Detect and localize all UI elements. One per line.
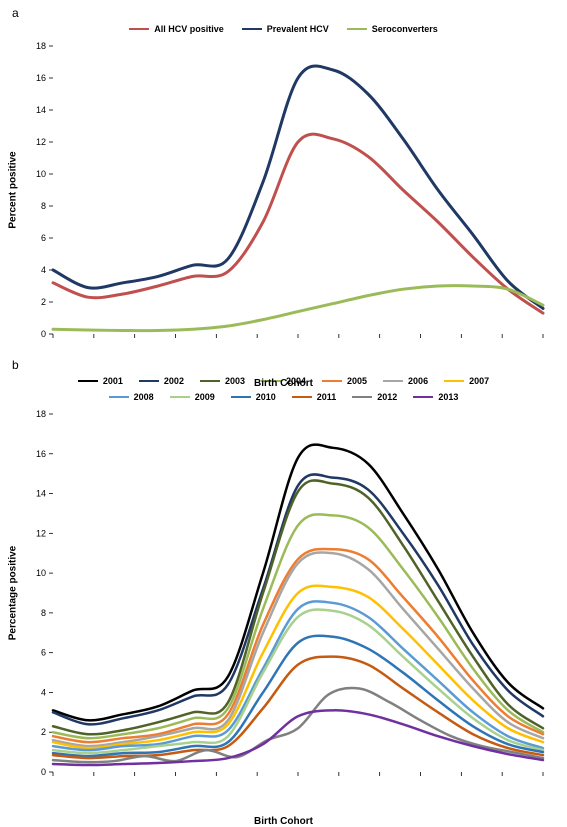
svg-text:16: 16 — [35, 449, 45, 459]
panel-a-svg: 024681012141618<19251925-19291930-193419… — [19, 40, 549, 340]
svg-text:18: 18 — [35, 409, 45, 419]
legend-item: Prevalent HCV — [242, 24, 329, 34]
legend-item: 2013 — [413, 392, 458, 402]
svg-text:6: 6 — [40, 233, 45, 243]
legend-item: Seroconverters — [347, 24, 438, 34]
legend-item: 2010 — [231, 392, 276, 402]
legend-swatch — [231, 396, 251, 398]
panel-a-legend: All HCV positive Prevalent HCV Seroconvert… — [44, 24, 524, 34]
svg-text:0: 0 — [40, 767, 45, 777]
panel-b-chart: Percentage positive 024681012141618<1925… — [19, 408, 549, 778]
legend-swatch — [347, 28, 367, 30]
panel-b-svg: 024681012141618<19251925-19291930-193419… — [19, 408, 549, 778]
legend-swatch — [129, 28, 149, 30]
panel-b-ylabel: Percentage positive — [7, 546, 18, 640]
svg-text:14: 14 — [35, 105, 45, 115]
series-line — [53, 66, 543, 308]
legend-swatch — [242, 28, 262, 30]
legend-item: 2008 — [109, 392, 154, 402]
legend-label: All HCV positive — [154, 24, 224, 34]
svg-text:12: 12 — [35, 528, 45, 538]
legend-label: Seroconverters — [372, 24, 438, 34]
svg-text:0: 0 — [40, 329, 45, 339]
legend-label: 2010 — [256, 392, 276, 402]
legend-label: 2011 — [317, 392, 337, 402]
svg-text:10: 10 — [35, 169, 45, 179]
legend-swatch — [170, 396, 190, 398]
legend-swatch — [413, 396, 433, 398]
legend-label: Prevalent HCV — [267, 24, 329, 34]
panel-a-xlabel: Birth Cohort — [19, 378, 549, 389]
series-line — [53, 474, 543, 724]
legend-item: All HCV positive — [129, 24, 224, 34]
legend-swatch — [109, 396, 129, 398]
svg-text:2: 2 — [40, 727, 45, 737]
legend-label: 2008 — [134, 392, 154, 402]
panel-a-ylabel: Percent positive — [7, 151, 18, 228]
legend-item: 2011 — [292, 392, 337, 402]
legend-item: 2009 — [170, 392, 215, 402]
svg-text:2: 2 — [40, 297, 45, 307]
legend-label: 2009 — [195, 392, 215, 402]
svg-text:4: 4 — [40, 265, 45, 275]
svg-text:4: 4 — [40, 687, 45, 697]
svg-text:10: 10 — [35, 568, 45, 578]
legend-label: 2012 — [377, 392, 397, 402]
svg-text:16: 16 — [35, 73, 45, 83]
panel-b-label: b — [12, 358, 559, 372]
panel-b-xlabel: Birth Cohort — [19, 816, 549, 827]
svg-text:18: 18 — [35, 41, 45, 51]
svg-text:8: 8 — [40, 201, 45, 211]
legend-swatch — [352, 396, 372, 398]
legend-item: 2012 — [352, 392, 397, 402]
svg-text:14: 14 — [35, 489, 45, 499]
svg-text:12: 12 — [35, 137, 45, 147]
legend-label: 2013 — [438, 392, 458, 402]
panel-a-label: a — [12, 6, 559, 20]
svg-text:8: 8 — [40, 608, 45, 618]
legend-swatch — [292, 396, 312, 398]
svg-text:6: 6 — [40, 648, 45, 658]
figure-container: a All HCV positive Prevalent HCV Seroconve… — [0, 0, 567, 788]
panel-a-chart: Percent positive 024681012141618<1925192… — [19, 40, 549, 340]
